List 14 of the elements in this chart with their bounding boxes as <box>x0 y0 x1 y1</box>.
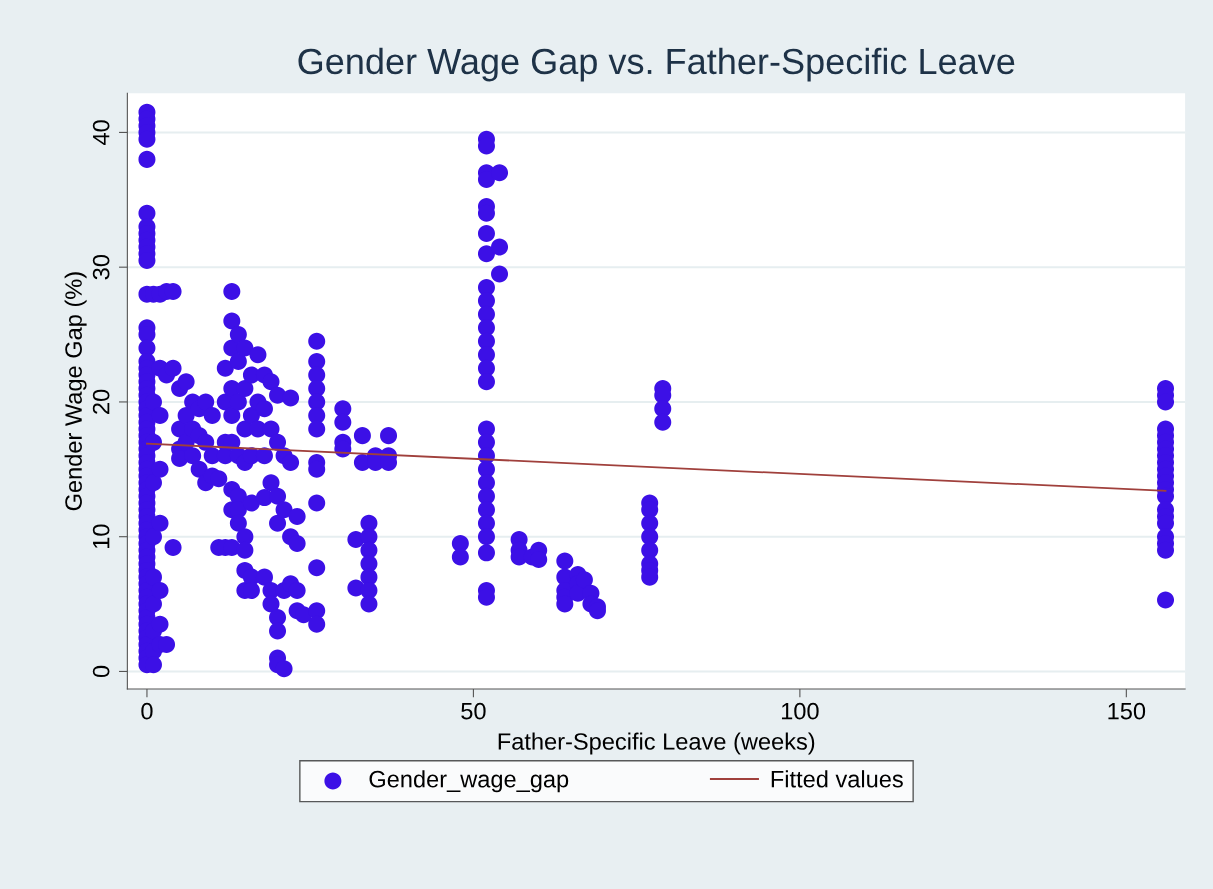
y-tick-label: 10 <box>92 524 110 549</box>
x-tick-label: 0 <box>141 702 153 720</box>
y-tick-label: 40 <box>92 120 110 146</box>
x-tick-label: 50 <box>461 702 486 720</box>
y-tick-label: 0 <box>92 665 110 678</box>
legend-label: Gender_wage_gap <box>369 770 569 793</box>
legend-label: Fitted values <box>771 770 903 788</box>
y-tick-label: 20 <box>92 389 110 414</box>
chart-title: Gender Wage Gap vs. Father-Specific Leave <box>298 47 1015 82</box>
x-tick-label: 100 <box>781 702 819 720</box>
x-tick-label: 150 <box>1108 702 1146 720</box>
y-tick-label: 30 <box>92 254 110 280</box>
x-axis-title: Father-Specific Leave (weeks) <box>498 732 815 755</box>
y-axis-title: Gender Wage Gap (%) <box>64 272 87 511</box>
